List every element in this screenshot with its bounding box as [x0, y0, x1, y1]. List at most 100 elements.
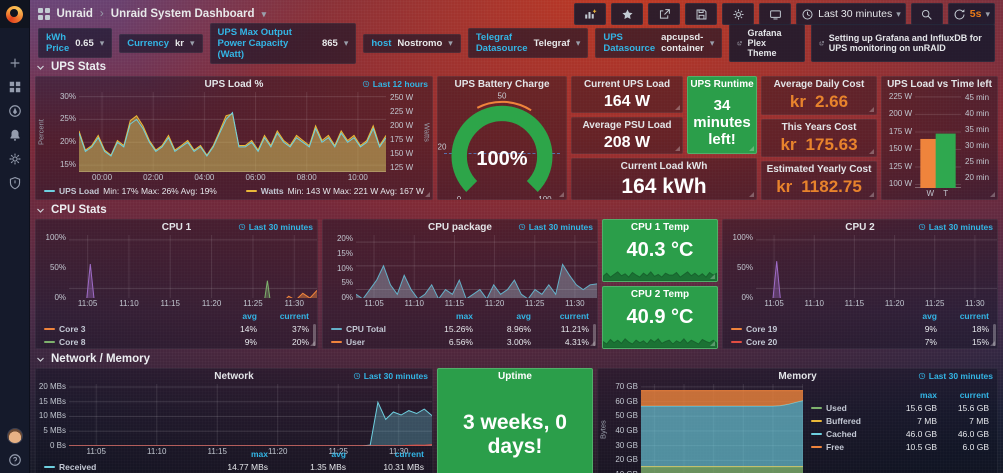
panel-title[interactable]: UPS Battery Charge: [454, 79, 550, 90]
star-dashboard-button[interactable]: [611, 3, 644, 25]
ups-bar-chart[interactable]: [915, 92, 961, 188]
stat-value: 34 minutes left!: [693, 97, 751, 148]
panel-title[interactable]: CPU package: [428, 222, 492, 233]
breadcrumb-separator: ›: [99, 8, 104, 20]
stat-value: kr 1182.75: [776, 177, 862, 197]
external-link-icon: [819, 40, 824, 45]
cpu2-temp-sparkline: [603, 333, 717, 348]
row-header-ups-stats[interactable]: UPS Stats: [36, 60, 998, 74]
search-button[interactable]: [910, 3, 943, 25]
panel-time-range[interactable]: Last 30 minutes: [518, 222, 593, 232]
cpu1-chart[interactable]: [69, 235, 317, 298]
link-ups-monitoring-guide[interactable]: Setting up Grafana and InfluxDB for UPS …: [810, 24, 995, 62]
dashboard-settings-button[interactable]: [722, 3, 755, 25]
panel-title[interactable]: Network: [214, 371, 254, 382]
var-ups-max-output[interactable]: UPS Max Output Power Capacity (Watt) 865 ▾: [209, 22, 357, 64]
dashboard-body: UPS Stats UPS Load % Last 12 hours Perce…: [29, 58, 1003, 473]
chart-legend[interactable]: UPS Load Min: 17% Max: 26% Avg: 19% Watts M…: [36, 183, 432, 199]
cost-column: Average Daily Cost kr 2.66 This Years Cos…: [761, 76, 877, 200]
help-icon[interactable]: [7, 452, 22, 467]
panel-time-range[interactable]: Last 30 minutes: [918, 222, 993, 232]
variables-bar: kWh Price 0.65 ▾ Currency kr ▾ UPS Max Outpu…: [29, 22, 1003, 64]
panel-time-range[interactable]: Last 12 hours: [362, 79, 428, 89]
panel-cpu2-temp: CPU 2 Temp 40.9 °C: [602, 286, 718, 349]
y-axis-ticks: 100 W 125 W 150 W 175 W 200 W 225 W: [888, 91, 912, 189]
panel-ups-battery-charge: UPS Battery Charge 0 20 50 100 100%: [437, 76, 567, 200]
network-chart[interactable]: [69, 384, 432, 446]
refresh-icon: [954, 8, 965, 19]
panel-estimated-yearly-cost: Estimated Yearly Cost kr 1182.75: [761, 161, 877, 200]
configuration-gear-icon[interactable]: [7, 151, 22, 166]
cpu-package-chart[interactable]: [356, 235, 597, 298]
y-axis-ticks: 0% 50% 100%: [45, 233, 66, 302]
panel-ups-runtime: UPS Runtime 34 minutes left!: [687, 76, 757, 154]
row-header-network-memory[interactable]: Network / Memory: [36, 352, 998, 366]
dashboards-icon[interactable]: [7, 79, 22, 94]
svg-text:50: 50: [498, 92, 507, 100]
x-axis-ticks: 00:00 02:00 04:00 06:00 08:00 10:00: [92, 173, 368, 182]
y-axis-label: Bytes: [598, 420, 608, 439]
panel-title[interactable]: UPS Load vs Time left: [887, 79, 992, 90]
threshold-line: [444, 152, 560, 154]
panel-uptime: Uptime 3 weeks, 0 days!: [437, 368, 593, 473]
refresh-button[interactable]: 5s ▾: [947, 3, 995, 25]
create-plus-icon[interactable]: [7, 55, 22, 70]
chevron-down-icon: [37, 357, 44, 362]
stat-value: 164 W: [603, 93, 651, 110]
chart-legend[interactable]: avg current Core 19 9% 18% Core 20 7% 15%: [723, 309, 997, 348]
breadcrumb-folder[interactable]: Unraid: [56, 8, 93, 20]
ups-load-chart[interactable]: [79, 92, 386, 172]
memory-chart[interactable]: [641, 384, 803, 473]
row-header-cpu-stats[interactable]: CPU Stats: [36, 203, 998, 217]
cpu2-chart[interactable]: [756, 235, 997, 298]
svg-text:20: 20: [438, 143, 447, 152]
panel-current-ups-load: Current UPS Load 164 W: [571, 76, 683, 113]
share-dashboard-button[interactable]: [648, 3, 681, 25]
panel-title[interactable]: Memory: [778, 371, 817, 382]
stat-value: 208 W: [603, 134, 651, 151]
chart-legend[interactable]: max current Used 15.6 GB 15.6 GB Buffered 7 MB…: [803, 384, 997, 473]
y-axis-ticks-right: 20 min 25 min 30 min 35 min 40 min 45 min: [965, 93, 990, 183]
panel-title[interactable]: CPU 1: [161, 222, 192, 233]
tv-mode-button[interactable]: [759, 3, 792, 25]
chart-legend[interactable]: avg current Core 3 14% 37% Core 8 9% 20%: [36, 309, 317, 348]
add-panel-button[interactable]: [574, 3, 607, 25]
chart-legend[interactable]: max avg current CPU Total 15.26% 8.96% 11.21% U…: [323, 309, 597, 348]
server-admin-shield-icon[interactable]: [7, 175, 22, 190]
panel-memory: Memory Last 30 minutes Bytes 10 GB20 GB3…: [597, 368, 998, 473]
grafana-logo[interactable]: [0, 0, 29, 28]
panel-cpu1-temp: CPU 1 Temp 40.3 °C: [602, 219, 718, 282]
var-currency[interactable]: Currency kr ▾: [119, 33, 203, 53]
time-range-picker[interactable]: Last 30 minutes ▾: [796, 3, 906, 25]
chart-legend[interactable]: max avg current Received 14.77 MBs 1.35 MBs 10…: [36, 447, 432, 473]
panel-cpu-package: CPU package Last 30 minutes 0% 5% 10% 15% 20…: [322, 219, 598, 349]
var-telegraf-datasource[interactable]: Telegraf Datasource Telegraf ▾: [467, 28, 589, 58]
alerting-bell-icon[interactable]: [7, 127, 22, 142]
panel-title[interactable]: UPS Load %: [204, 79, 264, 90]
battery-gauge[interactable]: 0 20 50 100 100%: [438, 92, 566, 199]
panel-title[interactable]: CPU 2: [845, 222, 875, 233]
y-axis-ticks: 15% 20% 25% 30%: [59, 91, 76, 170]
y-axis-ticks-right: 125 W 150 W 175 W 200 W 225 W 250 W: [390, 92, 414, 173]
panel-time-range[interactable]: Last 30 minutes: [353, 371, 428, 381]
var-ups-datasource[interactable]: UPS Datasource apcupsd-container ▾: [595, 28, 723, 58]
explore-compass-icon[interactable]: [7, 103, 22, 118]
y-axis-ticks: 0 Bs 5 MBs 10 MBs 15 MBs 20 MBs: [38, 381, 66, 450]
panel-this-years-cost: This Years Cost kr 175.63: [761, 118, 877, 158]
stat-value: 40.9 °C: [626, 306, 694, 328]
user-avatar[interactable]: [6, 428, 23, 444]
panel-time-range[interactable]: Last 30 minutes: [918, 371, 993, 381]
cpu-temp-column: CPU 1 Temp 40.3 °C CPU 2 Temp 40.9 °C: [602, 219, 718, 349]
panel-time-range[interactable]: Last 30 minutes: [238, 222, 313, 232]
x-axis-ticks: 11:05 11:10 11:15 11:20 11:25 11:30: [364, 299, 585, 308]
title-caret-icon[interactable]: ▾: [261, 8, 267, 19]
var-host[interactable]: host Nostromo ▾: [363, 33, 461, 53]
link-grafana-plex-theme[interactable]: Grafana Plex Theme: [729, 24, 805, 62]
var-kwh-price[interactable]: kWh Price 0.65 ▾: [38, 28, 113, 58]
stat-value: kr 175.63: [780, 134, 858, 154]
save-dashboard-button[interactable]: [685, 3, 718, 25]
dashboard-title[interactable]: Unraid System Dashboard: [110, 8, 255, 20]
